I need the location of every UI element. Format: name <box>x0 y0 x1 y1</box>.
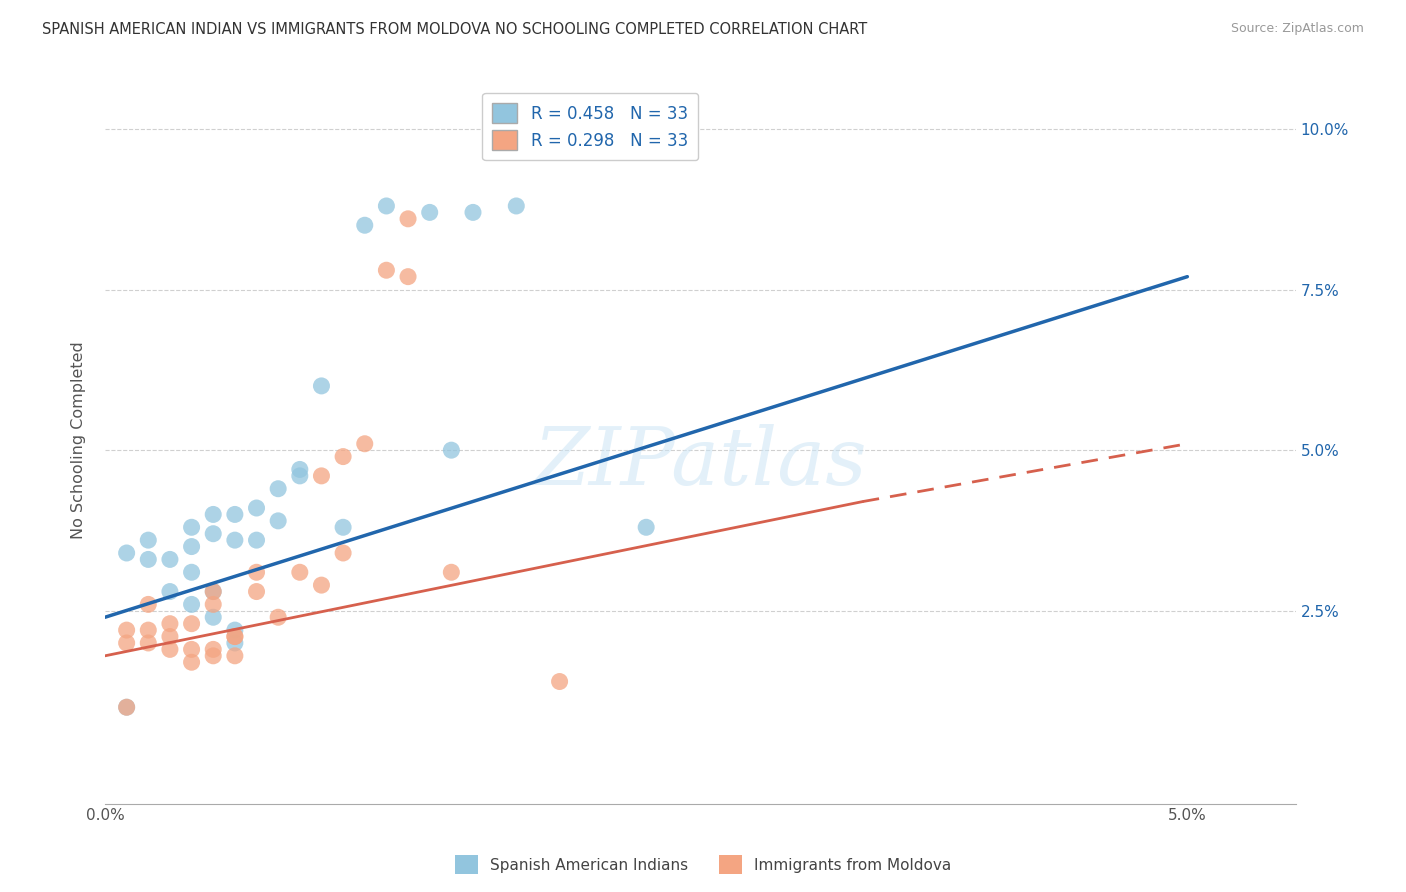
Point <box>224 648 246 663</box>
Point <box>224 533 246 548</box>
Point <box>180 616 202 631</box>
Point <box>202 598 225 612</box>
Point <box>332 520 354 534</box>
Point <box>180 598 202 612</box>
Point <box>396 211 419 226</box>
Point <box>180 520 202 534</box>
Point <box>202 610 225 624</box>
Point <box>245 566 267 580</box>
Point <box>180 566 202 580</box>
Point <box>202 642 225 657</box>
Point <box>505 199 527 213</box>
Point <box>115 546 138 560</box>
Point <box>136 552 159 566</box>
Point <box>288 462 311 476</box>
Point <box>202 526 225 541</box>
Point <box>224 630 246 644</box>
Point <box>375 199 398 213</box>
Point <box>136 533 159 548</box>
Point <box>419 205 441 219</box>
Legend: Spanish American Indians, Immigrants from Moldova: Spanish American Indians, Immigrants fro… <box>449 849 957 880</box>
Point <box>224 636 246 650</box>
Point <box>461 205 484 219</box>
Point <box>267 514 290 528</box>
Point <box>375 263 398 277</box>
Point <box>136 598 159 612</box>
Point <box>224 508 246 522</box>
Point <box>159 584 181 599</box>
Point <box>353 436 375 450</box>
Point <box>332 546 354 560</box>
Point <box>224 630 246 644</box>
Point <box>159 642 181 657</box>
Point <box>440 566 463 580</box>
Point <box>245 533 267 548</box>
Text: ZIPatlas: ZIPatlas <box>533 424 868 501</box>
Y-axis label: No Schooling Completed: No Schooling Completed <box>72 342 86 540</box>
Point <box>180 642 202 657</box>
Text: Source: ZipAtlas.com: Source: ZipAtlas.com <box>1230 22 1364 36</box>
Point <box>267 610 290 624</box>
Legend: R = 0.458   N = 33, R = 0.298   N = 33: R = 0.458 N = 33, R = 0.298 N = 33 <box>482 93 697 161</box>
Point <box>332 450 354 464</box>
Point <box>115 700 138 714</box>
Point <box>115 700 138 714</box>
Point <box>202 648 225 663</box>
Point <box>245 501 267 516</box>
Point <box>267 482 290 496</box>
Point <box>115 623 138 637</box>
Point <box>159 616 181 631</box>
Point <box>440 443 463 458</box>
Point <box>311 379 333 393</box>
Point <box>396 269 419 284</box>
Point <box>636 520 658 534</box>
Point <box>115 636 138 650</box>
Point <box>311 468 333 483</box>
Point <box>180 655 202 669</box>
Point <box>202 584 225 599</box>
Text: SPANISH AMERICAN INDIAN VS IMMIGRANTS FROM MOLDOVA NO SCHOOLING COMPLETED CORREL: SPANISH AMERICAN INDIAN VS IMMIGRANTS FR… <box>42 22 868 37</box>
Point <box>202 508 225 522</box>
Point <box>288 566 311 580</box>
Point <box>159 552 181 566</box>
Point <box>224 623 246 637</box>
Point <box>245 584 267 599</box>
Point <box>202 584 225 599</box>
Point <box>136 623 159 637</box>
Point <box>180 540 202 554</box>
Point <box>136 636 159 650</box>
Point <box>353 219 375 233</box>
Point <box>548 674 571 689</box>
Point <box>159 630 181 644</box>
Point <box>288 468 311 483</box>
Point <box>311 578 333 592</box>
